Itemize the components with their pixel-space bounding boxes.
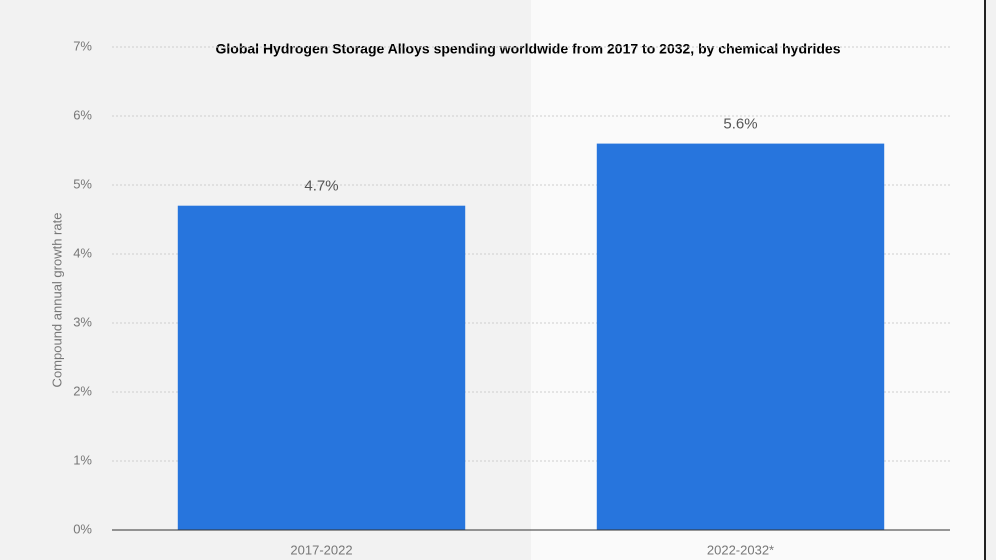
- value-label: 4.7%: [304, 178, 338, 195]
- value-label: 5.6%: [723, 116, 757, 133]
- y-tick-label: 3%: [73, 314, 92, 329]
- x-tick-label: 2017-2022: [290, 542, 352, 557]
- y-axis-label: Compound annual growth rate: [49, 213, 64, 388]
- y-tick-label: 1%: [73, 452, 92, 467]
- chart-title: Global Hydrogen Storage Alloys spending …: [216, 41, 841, 57]
- y-tick-label: 2%: [73, 383, 92, 398]
- y-tick-label: 6%: [73, 107, 92, 122]
- x-tick-label: 2022-2032*: [707, 542, 774, 557]
- y-tick-label: 0%: [73, 521, 92, 536]
- y-tick-label: 7%: [73, 38, 92, 53]
- bar: [596, 143, 885, 530]
- y-tick-label: 4%: [73, 245, 92, 260]
- bar: [177, 205, 466, 530]
- y-tick-label: 5%: [73, 176, 92, 191]
